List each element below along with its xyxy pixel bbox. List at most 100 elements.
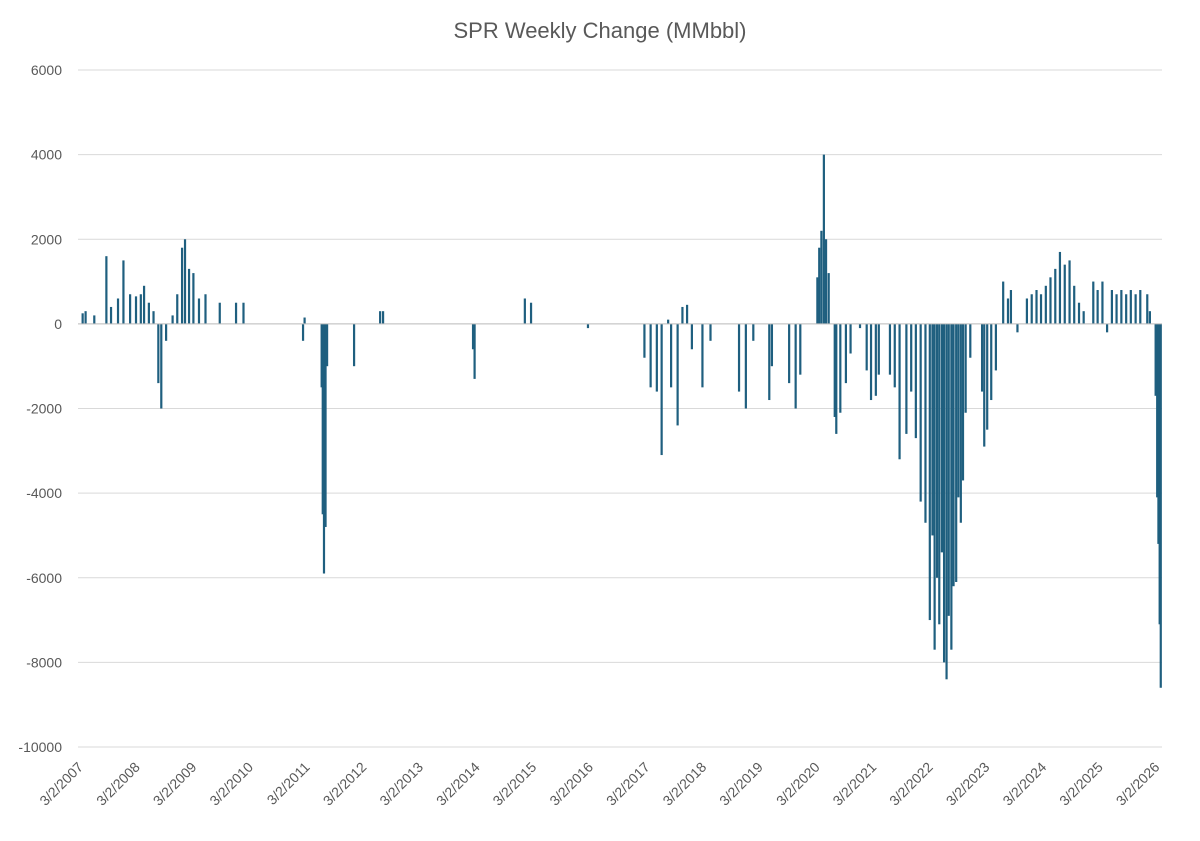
bar: [1025, 298, 1029, 324]
bar: [1156, 323, 1159, 498]
bar: [660, 323, 663, 456]
bar: [1125, 294, 1128, 324]
bar: [983, 323, 986, 447]
bar: [157, 323, 160, 384]
bar: [964, 323, 967, 413]
bar: [1073, 285, 1076, 324]
bar: [933, 323, 936, 650]
bar: [321, 323, 324, 515]
bar: [919, 323, 922, 502]
bar: [969, 323, 972, 358]
bar: [1120, 290, 1123, 324]
x-tick-label: 3/2/2013: [376, 759, 426, 809]
bar: [523, 298, 526, 324]
bar: [768, 323, 771, 401]
bar: [1035, 290, 1038, 324]
bar: [931, 323, 934, 536]
bar: [1044, 285, 1047, 324]
bar: [690, 323, 693, 350]
bar: [1154, 323, 1157, 396]
x-tick-label: 3/2/2009: [150, 759, 200, 809]
bar: [839, 323, 842, 413]
bar: [1082, 311, 1085, 324]
bar: [980, 323, 984, 392]
chart-title: SPR Weekly Change (MMbbl): [453, 18, 747, 43]
x-tick-label: 3/2/2016: [546, 759, 596, 809]
bar: [936, 323, 939, 578]
bar: [676, 323, 679, 426]
bar: [701, 323, 704, 388]
x-tick-label: 3/2/2024: [999, 759, 1049, 809]
bar: [914, 323, 917, 439]
bar: [139, 294, 142, 324]
bar: [1030, 294, 1033, 324]
bar: [171, 315, 174, 324]
bar: [709, 323, 712, 341]
y-tick-label: -10000: [18, 739, 62, 755]
bar: [1077, 302, 1081, 324]
x-tick-label: 3/2/2018: [659, 759, 709, 809]
bar: [737, 323, 741, 392]
bar: [940, 323, 944, 553]
bar: [770, 323, 774, 367]
bar: [160, 323, 163, 409]
bar: [667, 319, 670, 324]
bar: [301, 323, 305, 341]
bar: [176, 294, 179, 324]
x-tick-label: 3/2/2010: [206, 759, 256, 809]
bar: [788, 323, 791, 384]
y-tick-label: 4000: [31, 147, 62, 163]
bar: [234, 302, 238, 324]
bar: [990, 323, 993, 401]
bar: [1101, 281, 1104, 324]
y-tick-label: -4000: [26, 485, 62, 501]
bar: [1092, 281, 1095, 324]
y-tick-label: 2000: [31, 231, 62, 247]
bar: [183, 239, 187, 324]
bar: [1049, 277, 1052, 324]
bar: [905, 323, 908, 434]
bar: [865, 323, 868, 371]
y-tick-label: -8000: [26, 654, 62, 670]
y-tick-label: -2000: [26, 401, 62, 417]
bar: [844, 323, 847, 384]
bar: [824, 239, 828, 324]
bar: [142, 285, 146, 324]
x-tick-label: 3/2/2023: [943, 759, 993, 809]
y-tick-label: -6000: [26, 570, 62, 586]
bar: [816, 277, 819, 324]
x-tick-label: 3/2/2025: [1056, 759, 1106, 809]
bar: [381, 311, 385, 324]
x-tick-labels: 3/2/2007 3/2/2008 3/2/2009 3/2/2010 3/2/2011…: [36, 759, 1162, 809]
bar: [1068, 260, 1071, 324]
bar: [324, 323, 327, 527]
bar: [122, 260, 125, 324]
bar: [129, 294, 132, 324]
bar: [910, 323, 913, 392]
bar: [1157, 323, 1160, 544]
bar: [1009, 290, 1013, 324]
x-tick-label: 3/2/2012: [320, 759, 370, 809]
bar: [529, 302, 533, 324]
bar: [1110, 290, 1113, 324]
bar: [649, 323, 652, 388]
x-tick-label: 3/2/2022: [886, 759, 936, 809]
bar: [820, 230, 823, 324]
y-tick-labels: 6000 4000 2000 0 -2000 -4000 -6000 -8000 -10000: [18, 62, 62, 755]
bar: [105, 256, 108, 324]
bar: [655, 323, 658, 392]
bar: [165, 323, 168, 341]
bar: [799, 323, 802, 375]
bar: [818, 247, 821, 324]
bars: [81, 154, 1162, 688]
bar: [1146, 294, 1149, 324]
bar: [874, 323, 877, 396]
bar: [858, 323, 862, 329]
bar: [822, 154, 825, 324]
bar: [81, 313, 84, 324]
bar: [959, 323, 962, 523]
bar: [471, 323, 475, 350]
bar: [1134, 294, 1137, 324]
bar: [1148, 311, 1151, 324]
bar: [1129, 290, 1132, 324]
